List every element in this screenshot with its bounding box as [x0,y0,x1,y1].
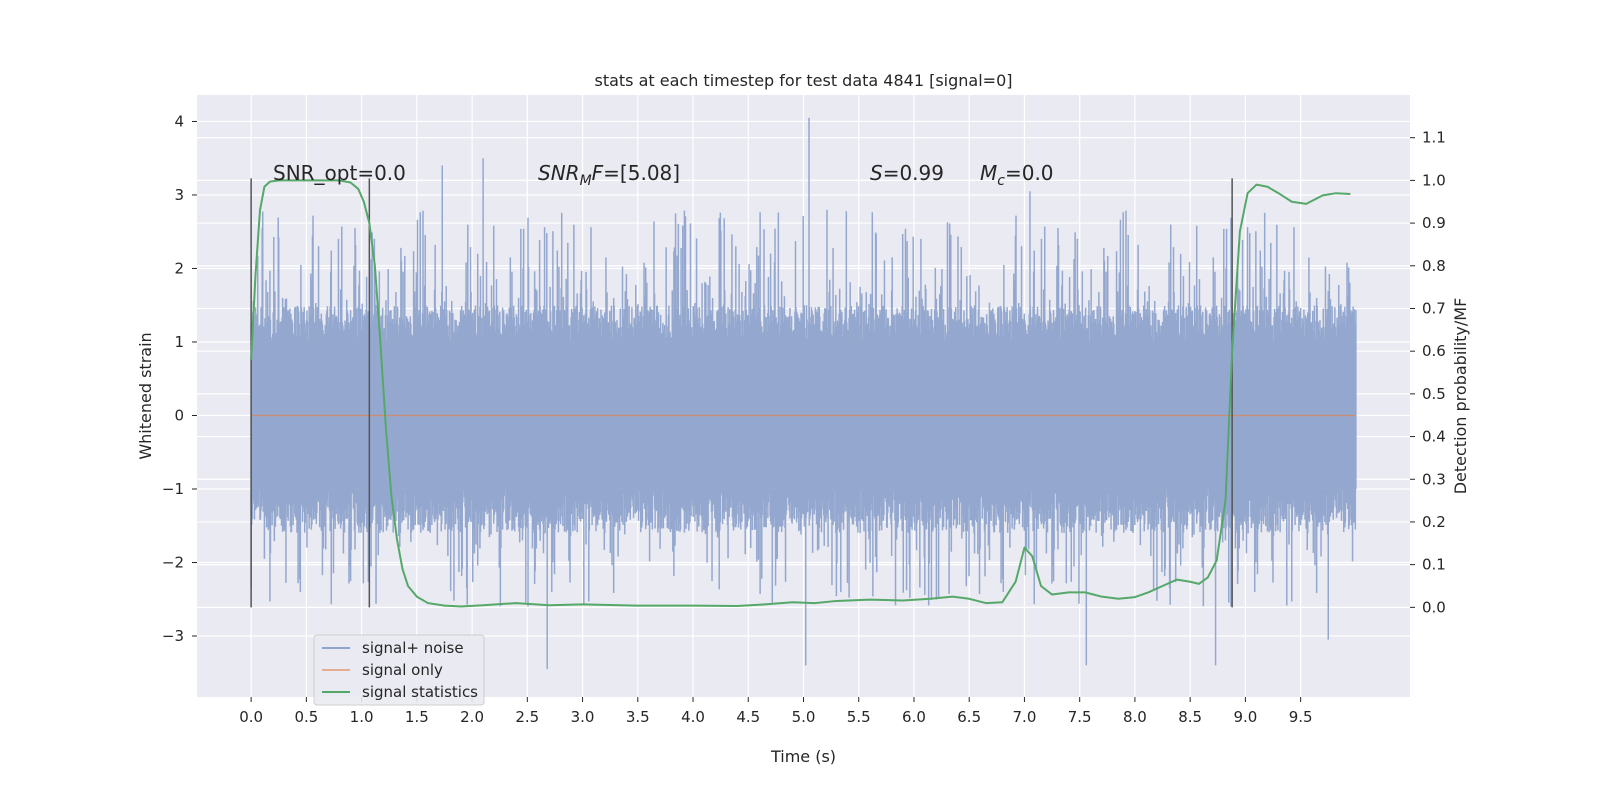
legend-label-2: signal statistics [362,683,478,701]
x-tick-label-11: 5.5 [847,708,871,726]
signal-statistics-series [250,179,1351,608]
y2-tick-label-8: 0.8 [1422,257,1446,275]
annotation-snr-opt: SNR_opt=0.0 [273,161,406,185]
y-tick-label-4: 1 [174,333,184,351]
y2-tick-label-7: 0.7 [1422,299,1446,317]
vertical-markers [250,178,1233,608]
snr-mf-value: =[5.08] [603,161,680,185]
x-tick-label-5: 2.5 [515,708,539,726]
x-tick-label-8: 4.0 [681,708,705,726]
y-tick-label-6: 3 [174,186,184,204]
legend-label-0: signal+ noise [362,639,464,657]
y-tick-label-1: −2 [162,553,184,571]
x-tick-label-17: 8.5 [1178,708,1202,726]
x-tick-label-18: 9.0 [1233,708,1257,726]
snr-mf-suffix: F [592,161,604,185]
y2-tick-label-0: 0.0 [1422,598,1446,616]
y2-tick-label-10: 1.0 [1422,171,1446,189]
axis-ticks: 0.0 0.5 1.0 1.5 2.0 2.5 3.0 3.5 4.0 4.5 5.0 5.5 6.0 6… [162,112,1446,726]
chart-title: stats at each timestep for test data 484… [594,71,1012,90]
legend-label-1: signal only [362,661,443,679]
s-symbol: S [870,161,883,185]
annotation-s: S=0.99 [870,161,944,185]
x-tick-label-12: 6.0 [902,708,926,726]
x-tick-label-14: 7.0 [1013,708,1037,726]
y2-tick-label-6: 0.6 [1422,342,1446,360]
annotation-mc: Mc=0.0 [980,161,1054,189]
x-tick-label-0: 0.0 [239,708,263,726]
x-tick-label-1: 0.5 [294,708,318,726]
snr-mf-subscript: M [580,173,592,189]
x-tick-label-16: 8.0 [1123,708,1147,726]
signal-statistics-line [250,179,1351,608]
y2-tick-label-3: 0.3 [1422,470,1446,488]
y2-tick-label-1: 0.1 [1422,556,1446,574]
x-tick-label-19: 9.5 [1289,708,1313,726]
x-axis-label: Time (s) [770,747,836,766]
mc-symbol: M [980,161,997,185]
x-tick-label-10: 5.0 [792,708,816,726]
x-tick-label-4: 2.0 [460,708,484,726]
mc-subscript: c [997,173,1005,189]
y-tick-label-0: −3 [162,627,184,645]
x-tick-label-3: 1.5 [405,708,429,726]
y-tick-label-3: 0 [174,406,184,424]
y2-tick-label-2: 0.2 [1422,513,1446,531]
y2-axis-label: Detection probability/MF [1451,298,1470,495]
x-tick-label-2: 1.0 [350,708,374,726]
snr-mf-symbol: SNR [538,161,580,185]
y-tick-label-2: −1 [162,480,184,498]
y-tick-label-5: 2 [174,259,184,277]
legend: signal+ noise signal only signal statistic… [313,634,485,706]
x-tick-label-15: 7.5 [1068,708,1092,726]
y2-tick-label-11: 1.1 [1422,129,1446,147]
y-tick-label-7: 4 [174,112,184,130]
y-axis-label: Whitened strain [136,332,155,459]
x-tick-label-9: 4.5 [736,708,760,726]
y2-tick-label-4: 0.4 [1422,428,1446,446]
x-tick-label-6: 3.0 [571,708,595,726]
mc-value: =0.0 [1005,161,1054,185]
legend-frame [313,634,485,706]
x-tick-label-13: 6.5 [957,708,981,726]
y2-tick-label-9: 0.9 [1422,214,1446,232]
x-tick-label-7: 3.5 [626,708,650,726]
y2-tick-label-5: 0.5 [1422,385,1446,403]
s-value: =0.99 [883,161,944,185]
annotation-snr-mf: SNRMF=[5.08] [538,161,680,189]
